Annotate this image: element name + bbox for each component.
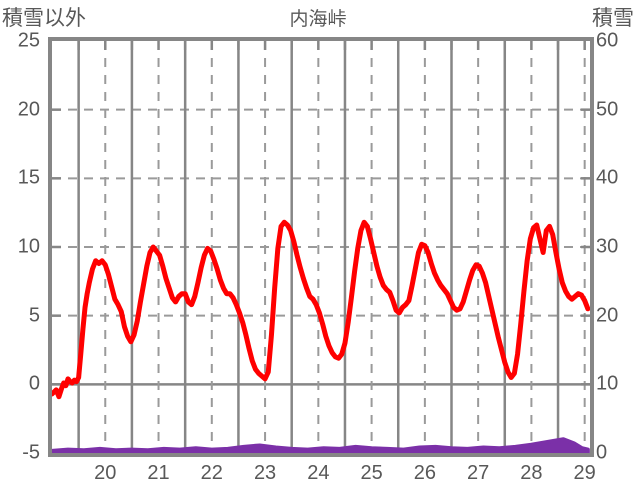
chart-svg bbox=[52, 41, 590, 453]
y-axis-right-tick: 30 bbox=[596, 235, 619, 258]
y-axis-right-tick: 60 bbox=[596, 29, 619, 52]
y-axis-left-tick: 5 bbox=[28, 304, 40, 327]
y-axis-right-tick: 50 bbox=[596, 98, 619, 121]
plot-area bbox=[48, 37, 594, 457]
y-axis-left-tick: 10 bbox=[17, 235, 40, 258]
y-axis-left-tick: 15 bbox=[17, 166, 40, 189]
y-axis-left-tick: 20 bbox=[17, 98, 40, 121]
y-axis-right-tick: 10 bbox=[596, 372, 619, 395]
y-axis-left-tick: 25 bbox=[17, 29, 40, 52]
right-axis-title: 積雪 bbox=[592, 7, 634, 30]
y-axis-right-tick: 20 bbox=[596, 304, 619, 327]
chart-title: 内海峠 bbox=[289, 9, 347, 30]
series-line-other bbox=[52, 219, 590, 400]
x-axis-tick: 21 bbox=[147, 462, 170, 484]
y-axis-right-tick: 40 bbox=[596, 166, 619, 189]
x-axis-tick: 25 bbox=[360, 462, 383, 484]
y-axis-left-tick: 0 bbox=[28, 372, 40, 395]
plot-inner bbox=[52, 41, 590, 453]
left-axis-title: 積雪以外 bbox=[2, 7, 86, 30]
gridlines bbox=[52, 41, 590, 453]
x-axis-tick: 20 bbox=[94, 462, 117, 484]
x-axis-tick: 22 bbox=[200, 462, 223, 484]
y-axis-left-tick: -5 bbox=[22, 441, 40, 464]
x-axis-tick: 27 bbox=[467, 462, 490, 484]
x-axis-tick: 24 bbox=[307, 462, 330, 484]
x-axis-tick: 26 bbox=[413, 462, 436, 484]
x-axis-tick: 28 bbox=[520, 462, 543, 484]
x-axis-tick: 23 bbox=[253, 462, 277, 484]
x-axis-tick: 29 bbox=[573, 462, 596, 484]
y-axis-right-tick: 0 bbox=[596, 441, 608, 464]
series-line-snow bbox=[52, 437, 590, 453]
data-series bbox=[52, 219, 590, 453]
